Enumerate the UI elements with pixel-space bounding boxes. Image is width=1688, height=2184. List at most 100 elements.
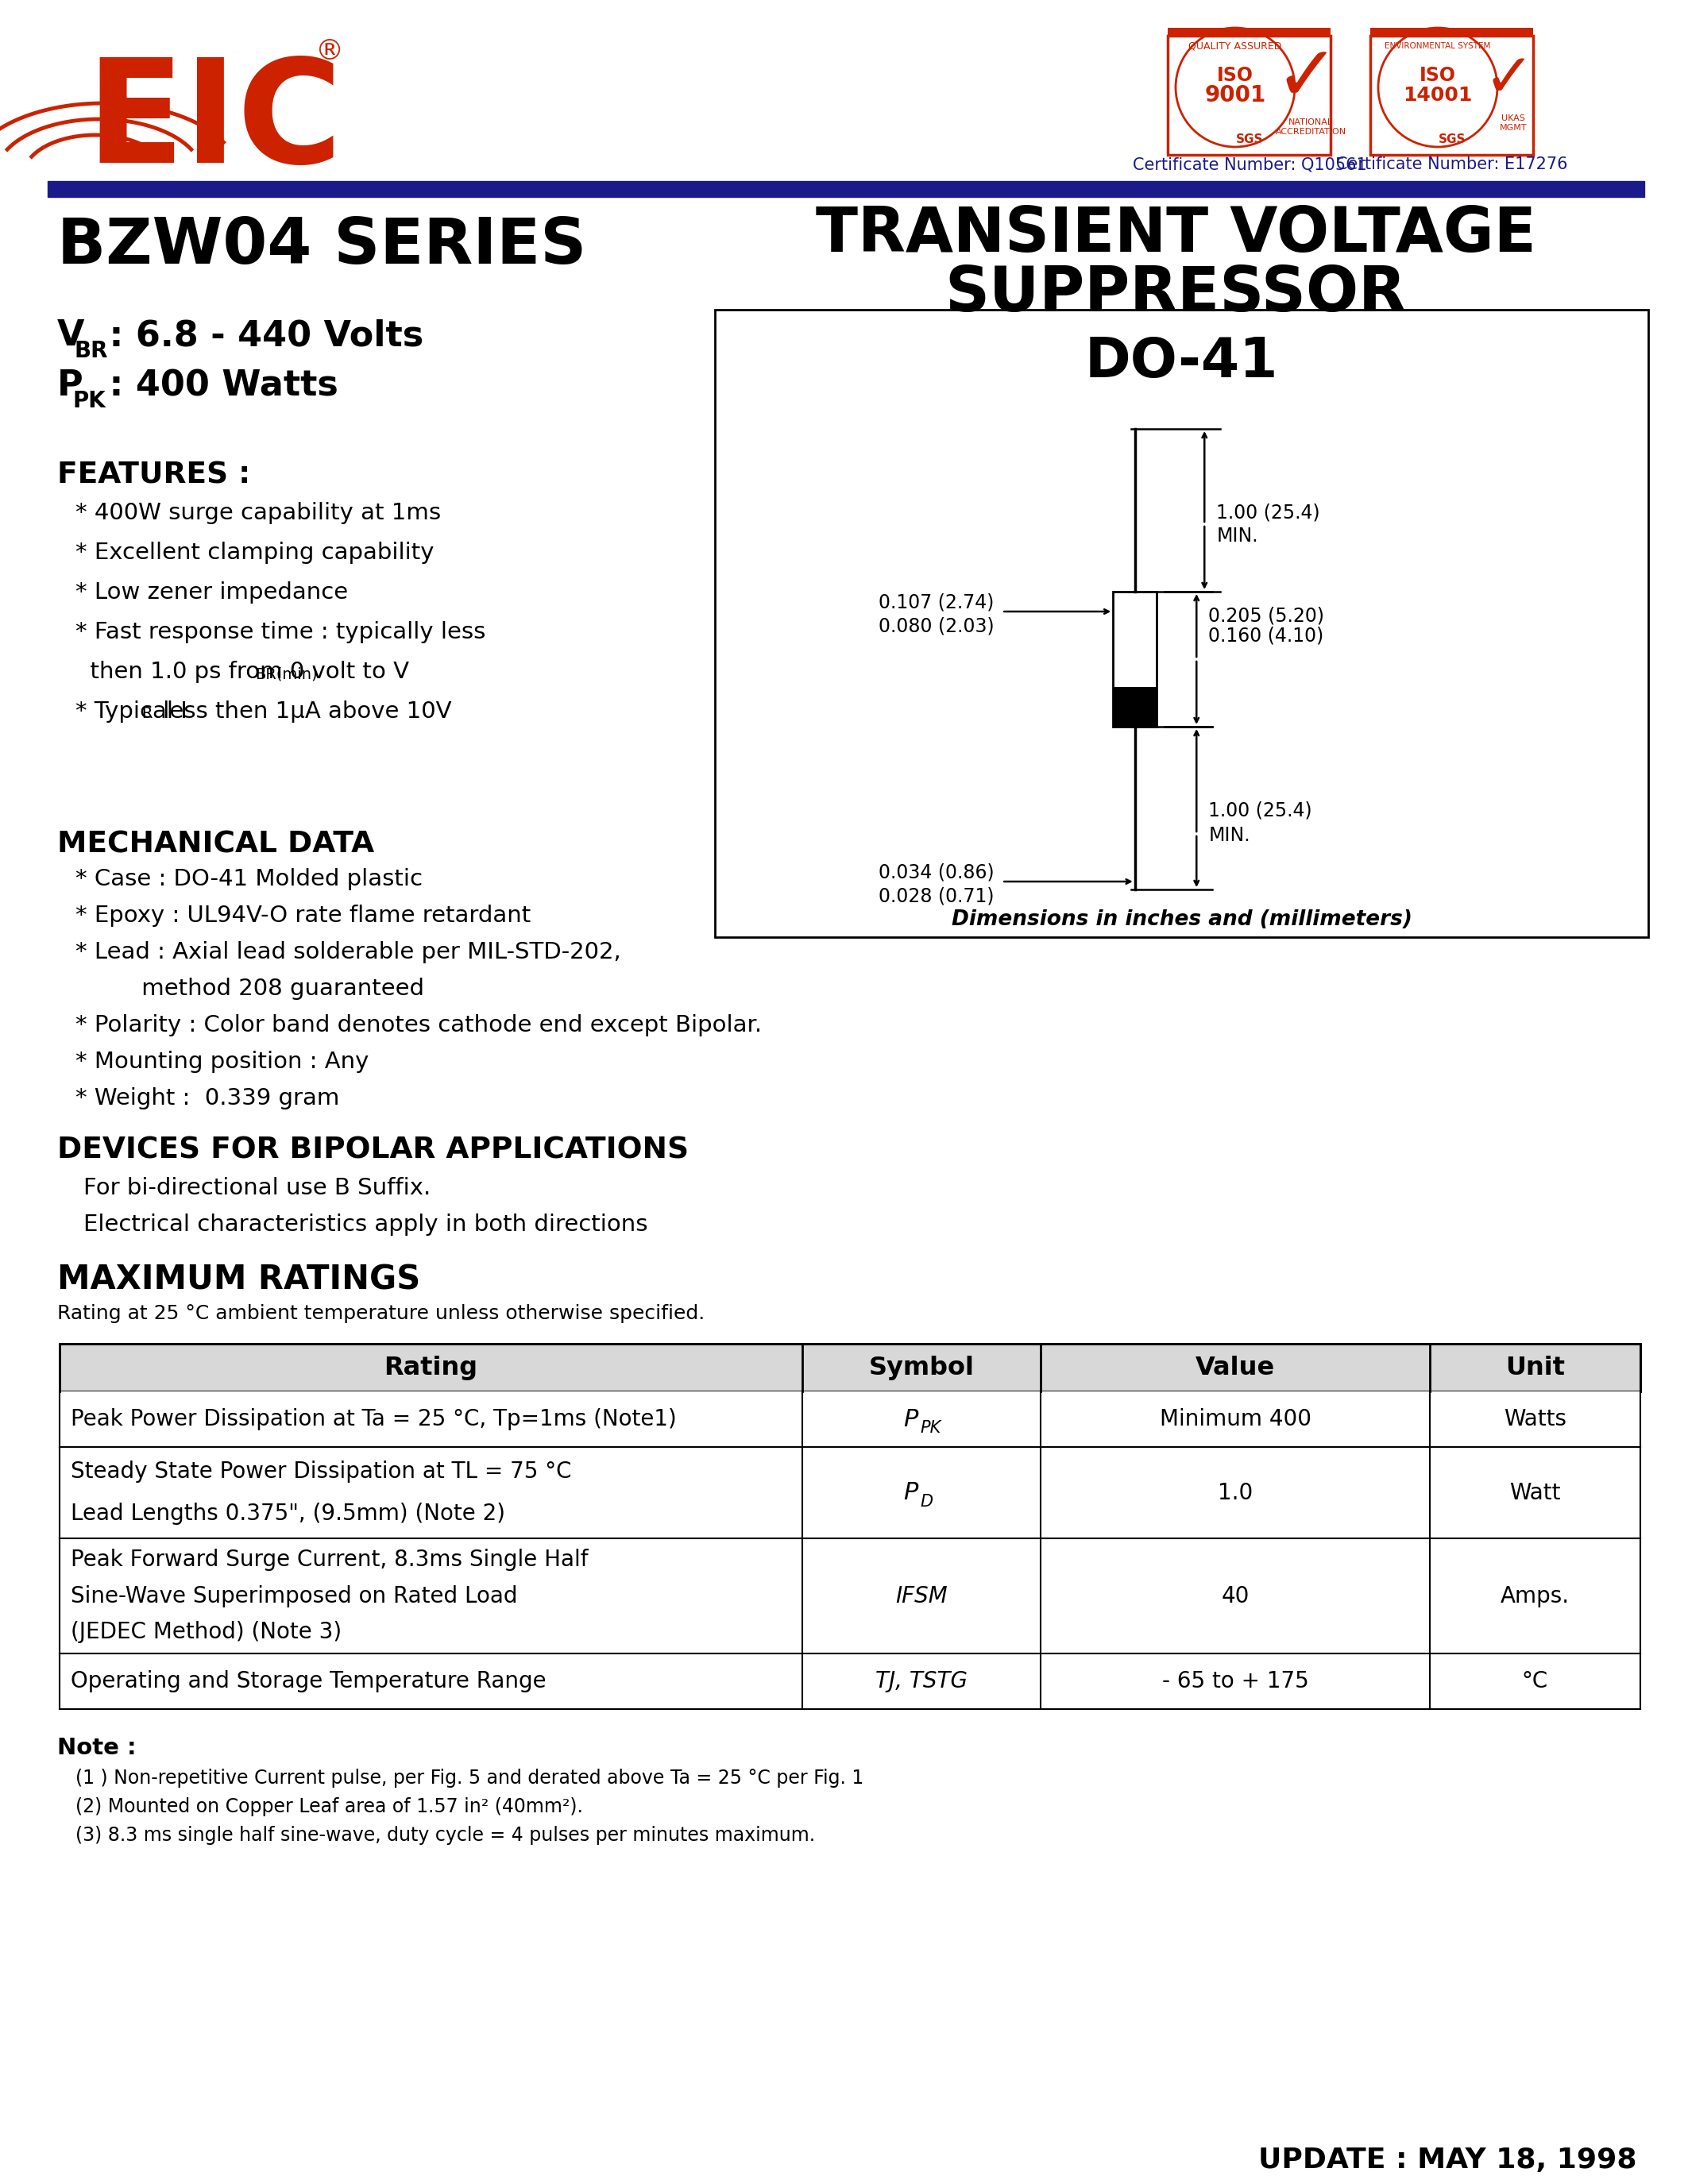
Text: PK: PK — [920, 1420, 940, 1435]
Text: (1 ) Non-repetitive Current pulse, per Fig. 5 and derated above Ta = 25 °C per F: (1 ) Non-repetitive Current pulse, per F… — [76, 1769, 864, 1789]
Text: V: V — [57, 319, 84, 352]
Text: ISO: ISO — [1420, 66, 1457, 85]
Bar — [47, 181, 1644, 197]
Text: * Epoxy : UL94V-O rate flame retardant: * Epoxy : UL94V-O rate flame retardant — [76, 904, 530, 926]
Text: Minimum 400: Minimum 400 — [1160, 1409, 1312, 1431]
Bar — [59, 1391, 1641, 1448]
Text: Rating at 25 °C ambient temperature unless otherwise specified.: Rating at 25 °C ambient temperature unle… — [57, 1304, 706, 1324]
Bar — [1112, 592, 1156, 727]
Text: * Typical I: * Typical I — [76, 701, 187, 723]
Text: (3) 8.3 ms single half sine-wave, duty cycle = 4 pulses per minutes maximum.: (3) 8.3 ms single half sine-wave, duty c… — [76, 1826, 815, 1845]
Text: MECHANICAL DATA: MECHANICAL DATA — [57, 830, 375, 858]
Text: 0.160 (4.10): 0.160 (4.10) — [1209, 627, 1323, 644]
Bar — [1112, 688, 1156, 727]
Text: Note :: Note : — [57, 1736, 137, 1758]
Text: 1.0: 1.0 — [1217, 1481, 1252, 1505]
Text: BZW04 SERIES: BZW04 SERIES — [57, 216, 586, 277]
Text: IFSM: IFSM — [895, 1586, 947, 1607]
Text: - 65 to + 175: - 65 to + 175 — [1161, 1671, 1308, 1693]
Text: P: P — [903, 1409, 918, 1431]
Text: °C: °C — [1523, 1671, 1548, 1693]
Text: DO-41: DO-41 — [1085, 334, 1278, 389]
Text: Symbol: Symbol — [869, 1356, 974, 1380]
Text: BR: BR — [74, 341, 108, 363]
Text: SUPPRESSOR: SUPPRESSOR — [945, 264, 1406, 323]
Text: MIN.: MIN. — [1209, 826, 1251, 845]
Text: 1.00 (25.4): 1.00 (25.4) — [1217, 502, 1320, 522]
Text: FEATURES :: FEATURES : — [57, 461, 250, 489]
Text: Unit: Unit — [1506, 1356, 1565, 1380]
Text: PK: PK — [73, 391, 106, 413]
Text: * Weight :  0.339 gram: * Weight : 0.339 gram — [76, 1088, 339, 1109]
Text: Peak Power Dissipation at Ta = 25 °C, Tp=1ms (Note1): Peak Power Dissipation at Ta = 25 °C, Tp… — [71, 1409, 677, 1431]
Text: QUALITY ASSURED: QUALITY ASSURED — [1188, 41, 1281, 50]
Text: R: R — [142, 705, 152, 721]
Text: 0.205 (5.20): 0.205 (5.20) — [1209, 605, 1325, 625]
Text: 0.107 (2.74): 0.107 (2.74) — [878, 592, 994, 612]
Text: Rating: Rating — [385, 1356, 478, 1380]
Bar — [1371, 28, 1533, 37]
Text: Peak Forward Surge Current, 8.3ms Single Half: Peak Forward Surge Current, 8.3ms Single… — [71, 1548, 587, 1570]
Bar — [59, 1653, 1641, 1710]
Text: * Lead : Axial lead solderable per MIL-STD-202,: * Lead : Axial lead solderable per MIL-S… — [76, 941, 621, 963]
Text: Sine-Wave Superimposed on Rated Load: Sine-Wave Superimposed on Rated Load — [71, 1586, 518, 1607]
Text: ®: ® — [316, 37, 344, 66]
Bar — [59, 1448, 1641, 1538]
Text: Watts: Watts — [1504, 1409, 1566, 1431]
Text: ✓: ✓ — [1274, 41, 1339, 116]
Text: Certificate Number: E17276: Certificate Number: E17276 — [1337, 157, 1568, 173]
Text: * Mounting position : Any: * Mounting position : Any — [76, 1051, 370, 1072]
Text: : 6.8 - 440 Volts: : 6.8 - 440 Volts — [96, 319, 424, 352]
Text: ✓: ✓ — [1484, 50, 1534, 109]
Text: Certificate Number: Q10561: Certificate Number: Q10561 — [1133, 157, 1367, 173]
Text: MAXIMUM RATINGS: MAXIMUM RATINGS — [57, 1262, 420, 1295]
Text: SGS: SGS — [1438, 133, 1465, 144]
Text: then 1.0 ps from 0 volt to V: then 1.0 ps from 0 volt to V — [76, 662, 408, 684]
Bar — [1168, 35, 1330, 155]
Text: P: P — [903, 1481, 918, 1505]
Text: * Excellent clamping capability: * Excellent clamping capability — [76, 542, 434, 563]
Text: Operating and Storage Temperature Range: Operating and Storage Temperature Range — [71, 1671, 547, 1693]
Text: Lead Lengths 0.375", (9.5mm) (Note 2): Lead Lengths 0.375", (9.5mm) (Note 2) — [71, 1503, 505, 1524]
Text: For bi-directional use B Suffix.: For bi-directional use B Suffix. — [83, 1177, 430, 1199]
Text: Watt: Watt — [1509, 1481, 1561, 1505]
Text: (2) Mounted on Copper Leaf area of 1.57 in² (40mm²).: (2) Mounted on Copper Leaf area of 1.57 … — [76, 1797, 582, 1817]
Bar — [59, 1538, 1641, 1653]
Text: TJ, TSTG: TJ, TSTG — [876, 1671, 967, 1693]
Text: Steady State Power Dissipation at TL = 75 °C: Steady State Power Dissipation at TL = 7… — [71, 1461, 572, 1483]
Bar — [1371, 35, 1533, 155]
Text: 0.028 (0.71): 0.028 (0.71) — [878, 887, 994, 906]
Text: P: P — [57, 369, 83, 402]
Text: SGS: SGS — [1236, 133, 1263, 144]
Text: NATIONAL
ACCREDITATION: NATIONAL ACCREDITATION — [1276, 118, 1345, 135]
Text: 40: 40 — [1220, 1586, 1249, 1607]
Text: 0.034 (0.86): 0.034 (0.86) — [878, 863, 994, 882]
Text: 0.080 (2.03): 0.080 (2.03) — [878, 616, 994, 636]
Bar — [716, 310, 1647, 937]
Text: TRANSIENT VOLTAGE: TRANSIENT VOLTAGE — [815, 203, 1536, 264]
Text: ISO: ISO — [1217, 66, 1254, 85]
Text: MIN.: MIN. — [1217, 526, 1258, 546]
Text: : 400 Watts: : 400 Watts — [96, 369, 338, 402]
Bar — [59, 1343, 1641, 1391]
Text: * Polarity : Color band denotes cathode end except Bipolar.: * Polarity : Color band denotes cathode … — [76, 1013, 761, 1037]
Text: UKAS
MGMT: UKAS MGMT — [1499, 114, 1528, 131]
Text: * Fast response time : typically less: * Fast response time : typically less — [76, 620, 486, 644]
Text: less then 1μA above 10V: less then 1μA above 10V — [155, 701, 452, 723]
Text: DEVICES FOR BIPOLAR APPLICATIONS: DEVICES FOR BIPOLAR APPLICATIONS — [57, 1136, 689, 1164]
Text: ENVIRONMENTAL SYSTEM: ENVIRONMENTAL SYSTEM — [1384, 41, 1491, 50]
Text: (JEDEC Method) (Note 3): (JEDEC Method) (Note 3) — [71, 1621, 341, 1642]
Text: Electrical characteristics apply in both directions: Electrical characteristics apply in both… — [83, 1214, 648, 1236]
Text: EIC: EIC — [86, 52, 343, 192]
Text: UPDATE : MAY 18, 1998: UPDATE : MAY 18, 1998 — [1258, 2147, 1636, 2173]
Text: Dimensions in inches and (millimeters): Dimensions in inches and (millimeters) — [952, 909, 1411, 930]
Text: D: D — [920, 1494, 933, 1509]
Text: * Case : DO-41 Molded plastic: * Case : DO-41 Molded plastic — [76, 867, 422, 891]
Text: * 400W surge capability at 1ms: * 400W surge capability at 1ms — [76, 502, 441, 524]
Text: 14001: 14001 — [1403, 85, 1472, 105]
Text: BR(min): BR(min) — [255, 666, 317, 681]
Text: 1.00 (25.4): 1.00 (25.4) — [1209, 802, 1312, 819]
Text: Value: Value — [1195, 1356, 1274, 1380]
Text: * Low zener impedance: * Low zener impedance — [76, 581, 348, 603]
Text: 9001: 9001 — [1205, 85, 1266, 107]
